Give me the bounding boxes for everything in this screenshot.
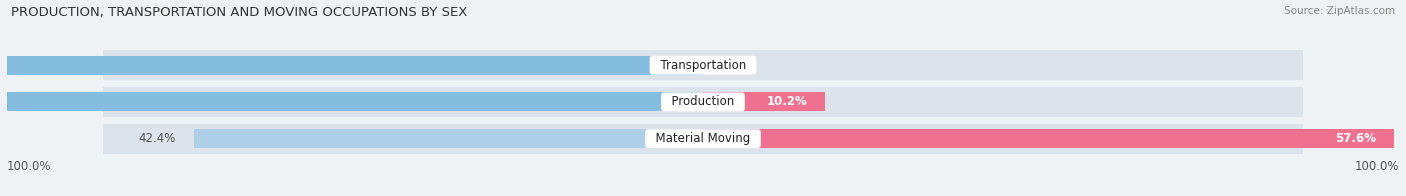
Text: 57.6%: 57.6% xyxy=(1336,132,1376,145)
Bar xyxy=(0,92,703,112)
Text: 10.2%: 10.2% xyxy=(766,95,807,108)
Text: 42.4%: 42.4% xyxy=(139,132,176,145)
Text: Transportation: Transportation xyxy=(652,59,754,72)
Text: 100.0%: 100.0% xyxy=(7,160,52,173)
Text: Source: ZipAtlas.com: Source: ZipAtlas.com xyxy=(1284,6,1395,16)
Bar xyxy=(703,129,1395,148)
Bar xyxy=(0,56,703,75)
Text: Production: Production xyxy=(664,95,742,108)
Bar xyxy=(194,129,703,148)
Bar xyxy=(103,50,1303,80)
Bar xyxy=(103,87,1303,117)
Bar xyxy=(703,92,825,112)
Text: Material Moving: Material Moving xyxy=(648,132,758,145)
Text: 0.0%: 0.0% xyxy=(721,59,751,72)
Text: PRODUCTION, TRANSPORTATION AND MOVING OCCUPATIONS BY SEX: PRODUCTION, TRANSPORTATION AND MOVING OC… xyxy=(11,6,468,19)
Bar xyxy=(103,124,1303,154)
Text: 100.0%: 100.0% xyxy=(1354,160,1399,173)
